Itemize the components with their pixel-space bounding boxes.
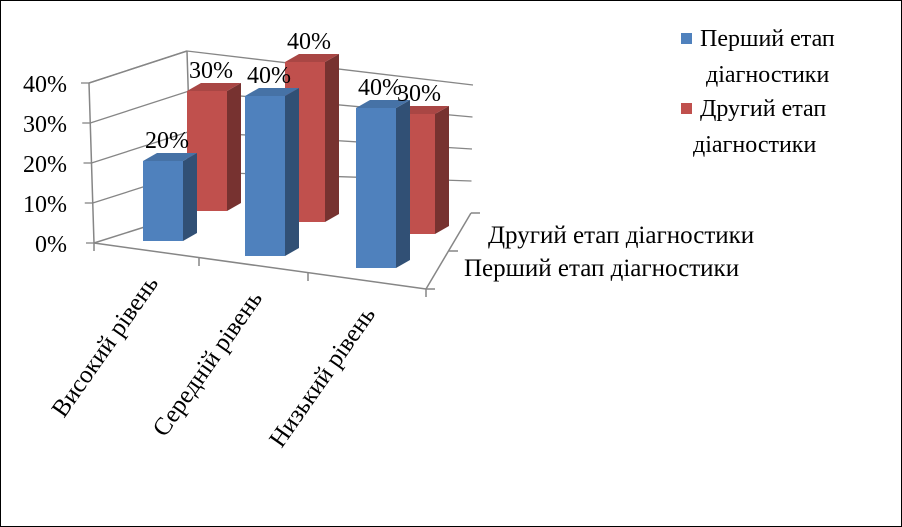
y-tick-label: 0% bbox=[35, 232, 67, 258]
data-label: 30% bbox=[189, 58, 233, 84]
y-axis-ticks: 0% 10% 20% 30% 40% bbox=[23, 72, 94, 258]
data-label: 40% bbox=[247, 63, 291, 89]
data-label: 30% bbox=[397, 81, 441, 107]
legend-swatch bbox=[681, 103, 692, 114]
category-label: Високий рівень bbox=[47, 271, 164, 422]
legend-swatch bbox=[681, 33, 692, 44]
y-tick-label: 30% bbox=[23, 112, 67, 138]
bar-top bbox=[245, 88, 299, 96]
bar bbox=[245, 96, 285, 256]
floor-front-edge bbox=[93, 242, 427, 290]
floor-right-edge bbox=[425, 212, 472, 290]
bar bbox=[143, 161, 183, 241]
category-label: Середній рівень bbox=[148, 286, 268, 442]
legend-label: Перший етап bbox=[700, 26, 835, 52]
y-tick-label: 40% bbox=[23, 72, 67, 98]
legend-label: діагностики bbox=[706, 62, 829, 88]
y-tick-label: 20% bbox=[23, 152, 67, 178]
bar bbox=[356, 108, 396, 268]
bar-top bbox=[187, 83, 241, 91]
bar-top bbox=[285, 54, 339, 62]
bars bbox=[143, 54, 449, 268]
bar-top bbox=[356, 100, 410, 108]
gridline bbox=[88, 50, 474, 86]
bar-side bbox=[435, 106, 449, 234]
bar-top bbox=[143, 153, 197, 161]
category-labels: Високий рівень Середній рівень Низький р… bbox=[47, 271, 381, 453]
y-tick-label: 10% bbox=[23, 192, 67, 218]
data-labels: 30%40%30%20%40% 40% bbox=[145, 29, 441, 154]
legend-label: діагностики bbox=[693, 132, 816, 158]
depth-labels: Другий етап діагностики Перший етап діаг… bbox=[464, 222, 754, 282]
bar-side bbox=[396, 100, 410, 268]
legend-label: Другий етап bbox=[700, 96, 826, 122]
data-label: 40% bbox=[358, 75, 402, 101]
bar-side bbox=[285, 88, 299, 256]
data-label: 20% bbox=[145, 128, 189, 154]
bar-side bbox=[325, 54, 339, 222]
depth-label: Перший етап діагностики bbox=[464, 255, 739, 282]
bar-side bbox=[227, 83, 241, 211]
x-axis-ticks bbox=[93, 243, 427, 297]
depth-axis-ticks bbox=[426, 212, 480, 290]
category-label: Низький рівень bbox=[264, 302, 381, 453]
bar-side bbox=[183, 153, 197, 241]
depth-label: Другий етап діагностики bbox=[488, 222, 754, 249]
legend: Перший етап діагностики Другий етап діаг… bbox=[681, 26, 835, 158]
data-label: 40% bbox=[287, 29, 331, 55]
